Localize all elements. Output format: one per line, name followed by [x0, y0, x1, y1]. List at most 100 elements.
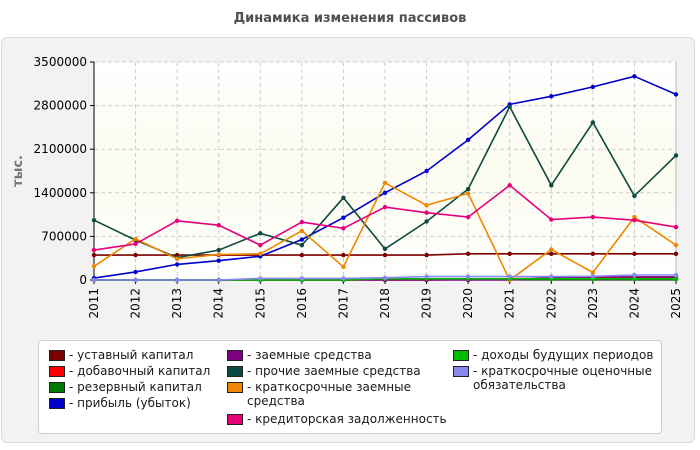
data-point-0	[299, 252, 305, 258]
x-tick-label: 2016	[295, 288, 309, 319]
data-point-6	[258, 251, 263, 257]
data-point-9	[465, 274, 471, 279]
data-point-5	[673, 153, 679, 158]
data-point-6	[216, 252, 221, 257]
data-point-5	[341, 195, 346, 200]
x-tick-label: 2022	[544, 288, 558, 319]
data-point-6	[341, 264, 346, 270]
data-point-9	[590, 274, 596, 279]
data-point-0	[382, 252, 388, 258]
data-point-9	[507, 274, 512, 279]
data-point-3	[465, 137, 471, 143]
data-point-7	[465, 214, 471, 220]
y-tick-label: 700000	[41, 229, 87, 243]
data-point-6	[174, 256, 180, 262]
data-point-3	[424, 168, 429, 174]
legend-label: - прочие заемные средства	[247, 364, 421, 378]
legend-swatch	[49, 350, 65, 361]
data-point-7	[673, 224, 679, 230]
y-tick-label: 0	[79, 273, 87, 287]
data-point-9	[673, 272, 679, 278]
data-point-0	[465, 251, 471, 257]
data-point-5	[632, 193, 637, 199]
data-point-5	[507, 104, 512, 110]
data-point-9	[174, 277, 180, 283]
data-point-3	[549, 94, 554, 99]
data-point-7	[590, 214, 596, 220]
legend-label: - краткосрочные оценочные обязательства	[473, 364, 652, 392]
x-tick-label: 2015	[253, 288, 267, 319]
x-tick-label: 2023	[586, 288, 600, 319]
data-point-7	[258, 242, 263, 248]
x-tick-label: 2017	[336, 288, 350, 319]
data-point-0	[91, 252, 97, 258]
legend-swatch	[227, 350, 243, 361]
data-point-7	[299, 219, 305, 225]
y-tick-label: 2800000	[34, 99, 87, 113]
x-tick-label: 2021	[503, 288, 517, 319]
data-point-7	[341, 226, 346, 231]
data-point-0	[632, 251, 637, 257]
data-point-0	[549, 251, 554, 257]
data-point-7	[174, 218, 180, 224]
data-point-6	[91, 264, 97, 269]
data-point-3	[299, 237, 305, 242]
data-point-3	[341, 215, 346, 220]
legend-label: - доходы будущих периодов	[473, 348, 654, 362]
legend-swatch	[227, 382, 243, 393]
data-point-9	[424, 274, 429, 279]
data-point-8	[673, 276, 679, 281]
data-point-0	[590, 251, 596, 257]
y-tick-label: 2100000	[34, 142, 87, 156]
data-point-9	[341, 276, 346, 281]
data-point-7	[549, 217, 554, 222]
x-tick-label: 2011	[87, 288, 101, 319]
data-point-6	[424, 203, 429, 208]
legend-label: - краткосрочные заемные средства	[247, 380, 411, 408]
data-point-9	[549, 274, 554, 279]
data-point-3	[632, 74, 637, 79]
data-point-0	[507, 251, 512, 257]
data-point-5	[91, 218, 97, 223]
data-point-7	[216, 222, 221, 228]
data-point-0	[424, 252, 429, 258]
data-point-9	[382, 275, 388, 281]
data-point-0	[341, 252, 346, 258]
data-point-7	[91, 247, 97, 253]
data-point-3	[216, 258, 221, 263]
data-point-5	[258, 231, 263, 236]
data-point-7	[382, 204, 388, 210]
data-point-3	[133, 269, 138, 275]
data-point-7	[133, 241, 138, 247]
data-point-5	[382, 246, 388, 252]
x-tick-label: 2019	[420, 288, 434, 319]
data-point-7	[632, 218, 637, 223]
data-point-6	[673, 242, 679, 248]
data-point-5	[299, 242, 305, 248]
data-point-0	[133, 252, 138, 258]
x-tick-label: 2012	[129, 288, 143, 319]
legend-swatch	[49, 366, 65, 377]
data-point-5	[465, 186, 471, 192]
data-point-6	[133, 236, 138, 242]
data-point-9	[133, 277, 138, 283]
y-tick-label: 3500000	[34, 55, 87, 69]
data-point-9	[258, 276, 263, 281]
data-point-0	[673, 251, 679, 257]
data-point-6	[465, 191, 471, 196]
data-point-6	[590, 270, 596, 275]
data-point-5	[549, 183, 554, 188]
legend-swatch	[453, 350, 469, 361]
legend-label: - кредиторская задолженность	[247, 412, 447, 426]
legend-label: - заемные средства	[247, 348, 372, 362]
chart-title: Динамика изменения пассивов	[233, 11, 467, 26]
data-point-9	[91, 277, 97, 283]
legend-swatch	[49, 382, 65, 393]
data-point-9	[299, 276, 305, 281]
chart-legend: - уставный капитал - добавочный капитал - …	[38, 340, 662, 434]
data-point-3	[382, 190, 388, 195]
legend-label: - прибыль (убыток)	[69, 396, 191, 410]
x-tick-label: 2020	[461, 288, 475, 319]
legend-label: - резервный капитал	[69, 380, 202, 394]
